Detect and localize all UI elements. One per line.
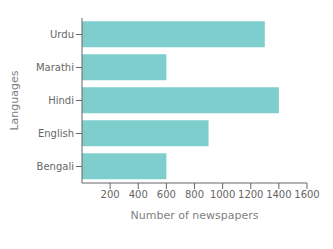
svg-text:1000: 1000 (210, 189, 235, 200)
svg-text:Bengali: Bengali (37, 161, 74, 172)
svg-text:400: 400 (129, 189, 148, 200)
svg-text:1200: 1200 (238, 189, 263, 200)
svg-text:1400: 1400 (266, 189, 291, 200)
svg-text:Number of newspapers: Number of newspapers (131, 209, 259, 222)
svg-text:Marathi: Marathi (36, 62, 74, 73)
svg-text:Languages: Languages (8, 70, 21, 130)
svg-text:English: English (38, 128, 74, 139)
svg-text:Urdu: Urdu (50, 29, 74, 40)
svg-text:Hindi: Hindi (48, 95, 74, 106)
svg-text:200: 200 (101, 189, 120, 200)
svg-text:600: 600 (157, 189, 176, 200)
svg-text:1600: 1600 (294, 189, 319, 200)
svg-text:800: 800 (185, 189, 204, 200)
